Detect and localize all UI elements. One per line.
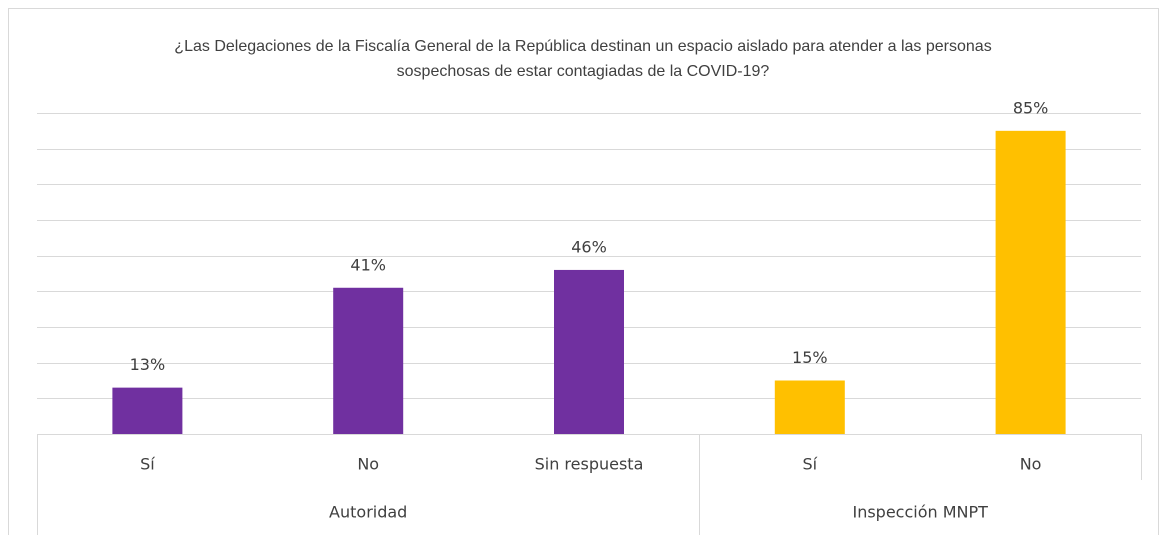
x-tick-label: Sin respuesta <box>535 455 644 474</box>
x-tick-label: Sí <box>140 455 155 474</box>
data-label: 46% <box>571 237 607 256</box>
bar <box>774 380 845 434</box>
bar <box>554 269 624 434</box>
chart-frame <box>8 8 1159 535</box>
bar <box>333 287 404 434</box>
chart-title: ¿Las Delegaciones de la Fiscalía General… <box>174 38 992 80</box>
group-label: Inspección MNPT <box>852 503 988 522</box>
data-label: 41% <box>350 255 386 274</box>
data-label: 13% <box>130 355 166 374</box>
data-label: 85% <box>1013 98 1049 117</box>
bar <box>995 130 1066 435</box>
data-label: 15% <box>792 348 828 367</box>
bar <box>112 387 183 434</box>
x-tick-label: No <box>1020 455 1042 474</box>
x-tick-label: Sí <box>802 455 817 474</box>
x-tick-label: No <box>357 455 379 474</box>
group-label: Autoridad <box>329 503 407 522</box>
